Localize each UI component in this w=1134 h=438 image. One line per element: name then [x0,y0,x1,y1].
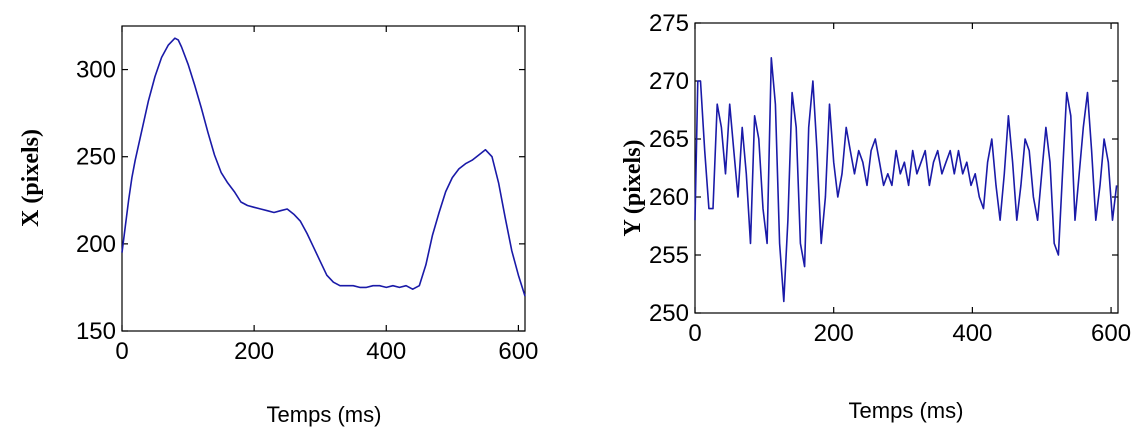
tick-group [122,26,525,331]
x-tick-label: 200 [814,320,854,347]
y-axis-label: Y (pixels) [620,139,646,236]
x-tick-label: 0 [115,338,128,365]
x-tick-label: 600 [498,338,538,365]
x-tick-label: 400 [366,338,406,365]
y-tick-label: 250 [76,144,116,171]
y-tick-label: 200 [76,231,116,258]
x-tick-label: 400 [952,320,992,347]
y-tick-label: 265 [649,126,689,153]
x-tick-label: 200 [234,338,274,365]
tick-group [695,23,1118,313]
y-tick-label: 260 [649,184,689,211]
chart-x-position: 0 200 400 600 150 200 250 300 X (pixels) Temps … [18,26,538,427]
series-line [695,58,1117,302]
x-tick-label: 600 [1091,320,1131,347]
y-axis-label: X (pixels) [18,129,44,227]
x-axis-label: Temps (ms) [267,402,382,427]
y-tick-label: 250 [649,300,689,327]
series-line [122,38,525,296]
y-tick-label: 300 [76,57,116,84]
y-tick-label: 255 [649,242,689,269]
tick-label-group: 0 200 400 600 150 200 250 300 [76,57,538,365]
y-tick-label: 270 [649,68,689,95]
plot-frame [695,23,1118,313]
plot-frame [122,26,525,331]
x-tick-label: 0 [688,320,701,347]
x-axis-label: Temps (ms) [849,398,964,423]
y-tick-label: 150 [76,318,116,345]
y-tick-label: 275 [649,10,689,37]
